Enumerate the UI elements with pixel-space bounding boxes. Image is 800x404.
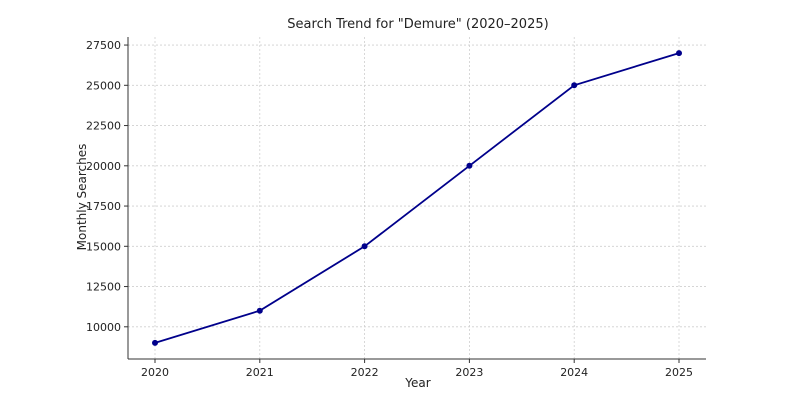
y-tick-label: 27500	[86, 39, 121, 52]
y-tick-label: 12500	[86, 281, 121, 294]
data-point	[256, 307, 263, 314]
x-tick-label: 2025	[665, 366, 693, 379]
y-tick-label: 25000	[86, 79, 121, 92]
data-point	[466, 162, 473, 169]
y-axis-title: Monthly Searches	[75, 144, 89, 251]
y-tick-label: 15000	[86, 240, 121, 253]
chart-title: Search Trend for "Demure" (2020–2025)	[287, 17, 548, 32]
grid	[128, 37, 706, 359]
data-point	[676, 50, 682, 57]
series-line	[154, 52, 680, 344]
axes	[127, 37, 706, 360]
y-tick-label: 17500	[86, 200, 121, 213]
data-point	[361, 243, 368, 250]
x-ticks: 2020 2021 2022 2023 2024 2025	[141, 359, 693, 379]
series-group	[152, 50, 682, 346]
x-tick-label: 2024	[560, 366, 588, 379]
x-tick-label: 2022	[351, 366, 379, 379]
x-axis-title: Year	[404, 376, 430, 390]
x-tick-label: 2021	[246, 366, 274, 379]
x-tick-label: 2020	[141, 366, 169, 379]
data-point	[571, 82, 578, 89]
y-tick-label: 20000	[86, 160, 121, 173]
x-tick-label: 2023	[455, 366, 483, 379]
y-ticks: 10000 12500 15000 17500 20000 22500 25000 27500	[86, 39, 128, 334]
y-tick-label: 10000	[86, 321, 121, 334]
data-point	[152, 339, 158, 346]
y-tick-label: 22500	[86, 120, 121, 133]
